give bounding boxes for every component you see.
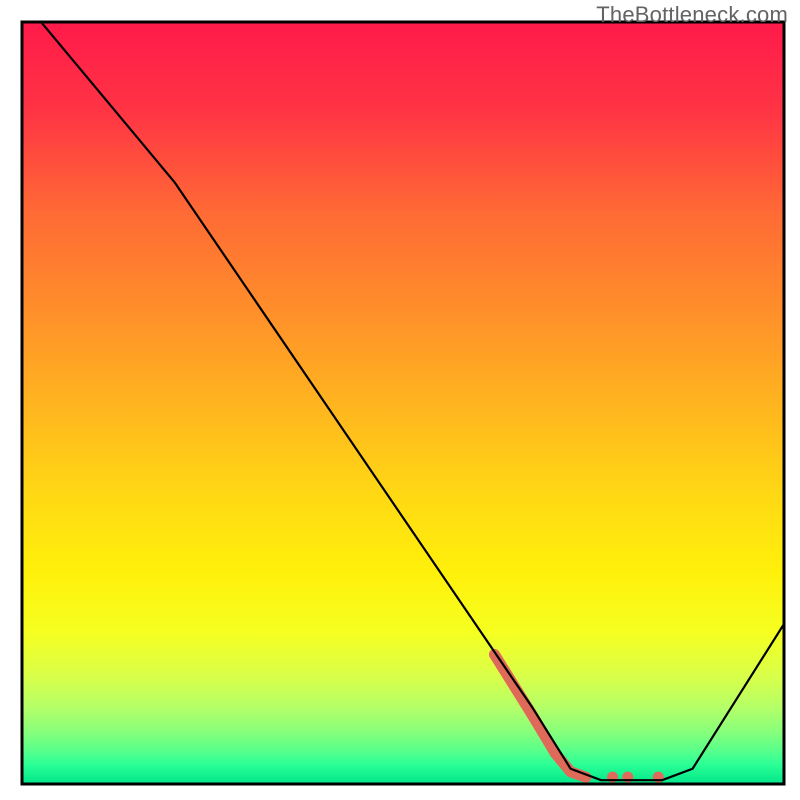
watermark-label: TheBottleneck.com (596, 2, 788, 28)
bottleneck-curve-chart (0, 0, 800, 800)
chart-container: TheBottleneck.com (0, 0, 800, 800)
